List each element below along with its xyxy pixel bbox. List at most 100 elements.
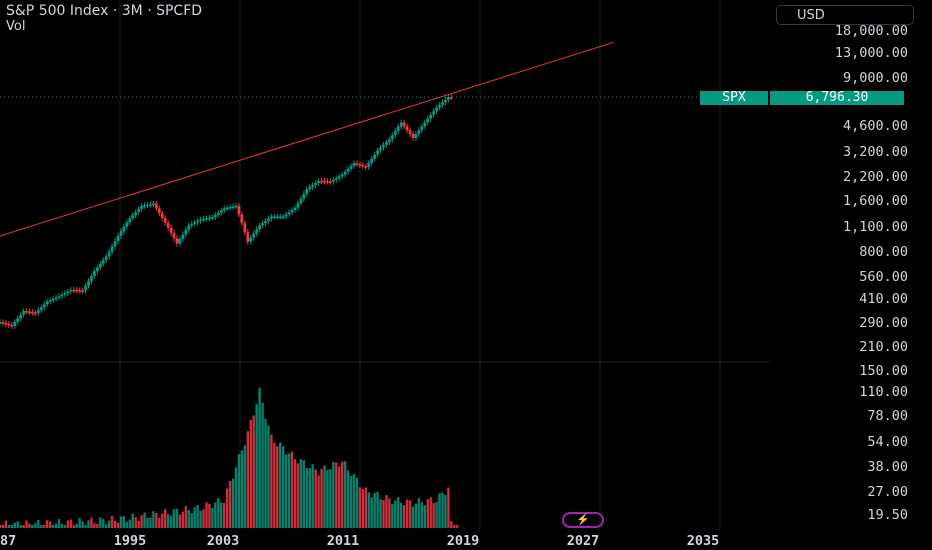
candle-body [190, 223, 194, 226]
volume-bar [441, 492, 444, 528]
volume-bar [450, 520, 453, 528]
price-axis-label: 800.00 [859, 244, 908, 260]
volume-bar [382, 500, 385, 528]
candle-body [361, 165, 365, 167]
candle-body [399, 122, 403, 127]
price-axis-label: 3,200.00 [843, 144, 908, 160]
candle-body [420, 126, 424, 131]
price-axis-label: 290.00 [859, 315, 908, 331]
candle-body [22, 310, 25, 315]
currency-selector[interactable]: USD [776, 5, 914, 25]
candle-body [334, 178, 338, 180]
candle-body [290, 209, 294, 213]
time-axis-label: 1995 [114, 533, 147, 549]
volume-bar [149, 517, 152, 528]
lightning-icon[interactable]: ⚡ [562, 512, 604, 528]
candle-body [0, 322, 2, 324]
volume-bar [423, 505, 426, 528]
candle-body [78, 290, 82, 292]
candle-body [90, 276, 93, 281]
candle-body [202, 218, 205, 221]
volume-bar [417, 498, 421, 528]
candle-body [417, 130, 421, 135]
candle-body [370, 158, 374, 163]
candle-body [408, 130, 412, 135]
time-axis-label: 2003 [207, 533, 240, 549]
time-axis-label: 2019 [447, 533, 480, 549]
volume-bar [190, 513, 193, 528]
volume-bar [40, 525, 43, 528]
volume-bar [28, 523, 31, 528]
candle-body [19, 314, 23, 319]
candle-body [435, 107, 438, 112]
volume-bar [93, 523, 96, 528]
candle-body [160, 213, 164, 219]
volume-bar [284, 454, 288, 528]
volume-bar [1, 525, 5, 528]
candle-body [287, 212, 291, 215]
candle-body [107, 251, 111, 257]
volume-bar [296, 463, 300, 528]
volume-bar [432, 503, 435, 528]
volume-bar [258, 387, 261, 528]
price-axis-label: 78.00 [867, 408, 908, 424]
candle-body [28, 311, 31, 313]
time-axis-label: 2011 [327, 533, 360, 549]
volume-bar [43, 525, 46, 528]
candle-body [193, 222, 197, 224]
candle-body [264, 220, 267, 224]
volume-bar [146, 518, 149, 528]
candle-body [98, 263, 102, 268]
volume-bar [276, 446, 279, 528]
candle-body [34, 312, 37, 315]
volume-bar [125, 521, 129, 528]
volume-bar [408, 500, 412, 528]
volume-bar [305, 468, 308, 528]
candle-body [39, 307, 43, 311]
candle-body [349, 166, 353, 169]
candle-body [355, 163, 359, 165]
candle-body [128, 218, 132, 223]
volume-bar [388, 498, 391, 528]
candle-body [13, 322, 17, 326]
candle-body [429, 114, 433, 119]
candle-body [331, 179, 335, 182]
volume-bar [87, 520, 90, 528]
candle-body [196, 220, 200, 223]
volume-bar [261, 402, 264, 528]
price-axis-label: 18,000.00 [835, 23, 908, 39]
volume-bar [397, 497, 400, 528]
candle-body [444, 99, 447, 103]
volume-bar [341, 461, 344, 528]
volume-bar [255, 403, 258, 528]
candle-body [246, 232, 250, 242]
volume-bar [302, 460, 306, 528]
volume-bar [320, 469, 323, 528]
candle-body [340, 174, 344, 177]
candle-body [373, 154, 377, 159]
price-axis-label: 560.00 [859, 269, 908, 285]
candle-body [305, 189, 309, 194]
price-axis-label: 1,100.00 [843, 219, 908, 235]
volume-bar [391, 504, 394, 528]
volume-bar [264, 418, 267, 528]
volume-bar [60, 523, 64, 528]
volume-bar [326, 470, 329, 528]
volume-label: Vol [6, 19, 26, 34]
candle-body [178, 238, 182, 244]
price-axis-label: 110.00 [859, 384, 908, 400]
candle-body [125, 222, 129, 227]
candle-body [45, 301, 49, 305]
volume-bar [267, 425, 270, 528]
candle-body [166, 222, 170, 228]
volume-bar [181, 511, 185, 528]
candle-body [225, 207, 229, 210]
candle-body [7, 323, 11, 326]
volume-bar [220, 502, 223, 528]
candle-body [449, 97, 453, 99]
volume-bar [308, 468, 311, 528]
volume-bar [273, 442, 276, 528]
volume-bar [358, 487, 362, 528]
candle-body [169, 227, 173, 234]
